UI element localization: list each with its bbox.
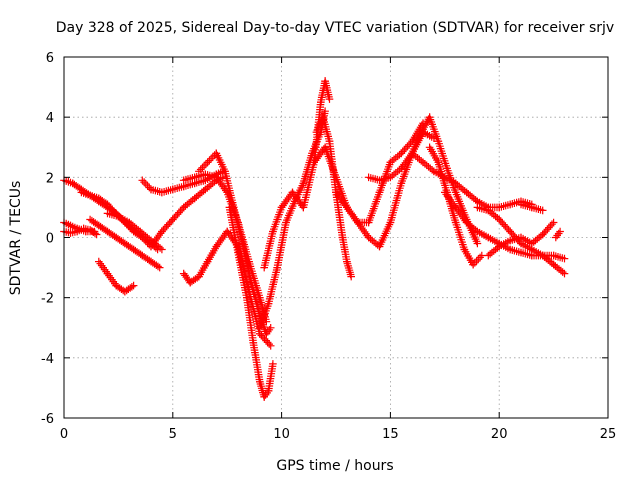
data-point	[129, 281, 138, 290]
x-tick-label: 25	[600, 427, 617, 442]
series-sat-track-7	[103, 209, 166, 254]
data-point	[556, 227, 564, 236]
data-point	[266, 324, 275, 332]
y-tick-label: 0	[46, 232, 54, 247]
axis-ticks	[63, 56, 609, 419]
data-point	[325, 95, 334, 103]
y-tick-label: 6	[46, 51, 54, 66]
series-sat-track-21	[425, 143, 486, 269]
data-point	[219, 173, 227, 182]
data-point	[155, 263, 164, 272]
data-point	[269, 360, 277, 368]
data-point	[262, 317, 271, 326]
y-tick-label: -4	[41, 352, 54, 367]
series-sat-track-5	[95, 257, 138, 296]
y-tick-label: -2	[41, 292, 54, 307]
x-tick-label: 10	[273, 427, 290, 442]
data-point	[473, 239, 482, 248]
data-point	[158, 245, 166, 254]
series-sat-track-20	[408, 149, 536, 212]
series-sat-track-13	[225, 203, 277, 401]
series-sat-track-19	[364, 113, 482, 248]
y-axis-label: SDTVAR / TECUs	[8, 181, 24, 296]
data-point	[478, 251, 486, 260]
series-sat-track-11	[195, 149, 275, 338]
series-sat-track-6	[86, 215, 164, 272]
series-sat-track-25	[517, 200, 547, 215]
data-point	[560, 254, 569, 263]
series-sat-track-23	[473, 203, 569, 278]
y-tick-label: -6	[41, 412, 54, 427]
series-sat-track-18	[332, 128, 438, 251]
y-tick-label: 4	[46, 111, 54, 126]
x-axis-label: GPS time / hours	[276, 458, 393, 474]
y-tick-label: 2	[46, 171, 54, 186]
data-point	[92, 230, 101, 239]
x-tick-label: 15	[382, 427, 399, 442]
data-marks	[60, 77, 569, 401]
series-sat-track-24	[484, 218, 558, 260]
data-point	[538, 206, 547, 215]
data-point	[347, 272, 355, 281]
data-point	[549, 218, 558, 227]
x-tick-label: 20	[491, 427, 508, 442]
series-sat-track-15	[260, 77, 334, 272]
series-sat-track-3	[60, 224, 101, 239]
tick-labels: 0 5 10 15 20 25 -6 -4 -2 0 2 4 6	[41, 51, 616, 442]
data-point	[266, 342, 275, 350]
x-tick-label: 5	[169, 427, 177, 442]
data-point	[560, 269, 569, 278]
series-sat-track-26	[552, 227, 564, 242]
series-sat-track-14	[256, 107, 329, 332]
x-tick-label: 0	[60, 427, 68, 442]
series-sat-track-10	[179, 170, 271, 326]
chart-title: Day 328 of 2025, Sidereal Day-to-day VTE…	[56, 20, 614, 36]
data-point	[321, 107, 329, 115]
